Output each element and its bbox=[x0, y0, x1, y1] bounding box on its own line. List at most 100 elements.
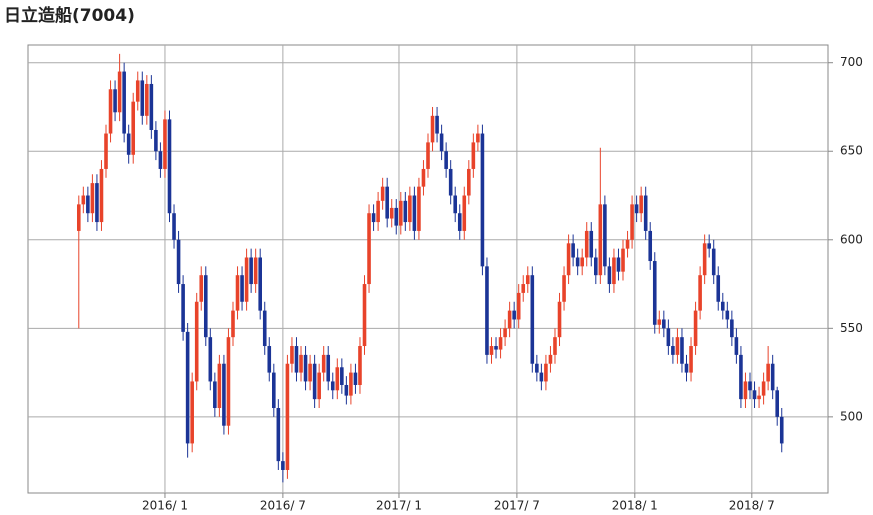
candle-body bbox=[711, 248, 716, 276]
candle-body bbox=[462, 195, 467, 231]
candle-body bbox=[76, 204, 81, 231]
candle-body bbox=[707, 243, 711, 249]
candle-body bbox=[698, 275, 702, 311]
candle-body bbox=[321, 354, 326, 373]
candle-body bbox=[426, 142, 430, 169]
candle-body bbox=[208, 337, 213, 382]
candle-body bbox=[566, 243, 571, 276]
candle-body bbox=[389, 207, 394, 219]
candle-body bbox=[521, 284, 526, 293]
candle-body bbox=[530, 275, 535, 364]
candle-body bbox=[199, 275, 204, 302]
y-tick-label: 650 bbox=[840, 144, 863, 158]
candle-body bbox=[145, 83, 149, 116]
candle-body bbox=[213, 381, 217, 409]
candle-body bbox=[453, 195, 458, 214]
candle-body bbox=[317, 372, 321, 400]
candle-body bbox=[294, 346, 299, 373]
candle-body bbox=[779, 416, 784, 444]
candle-body bbox=[535, 363, 539, 373]
candle-body bbox=[580, 257, 584, 267]
candle-body bbox=[553, 337, 557, 355]
candle-body bbox=[353, 372, 358, 385]
candle-body bbox=[385, 186, 389, 219]
candle-body bbox=[308, 363, 312, 382]
candle-body bbox=[344, 384, 349, 396]
candle-body bbox=[249, 257, 253, 285]
candle-body bbox=[571, 243, 575, 258]
candle-body bbox=[371, 213, 376, 223]
candle-body bbox=[163, 119, 167, 169]
candle-body bbox=[562, 275, 566, 302]
candle-body bbox=[267, 346, 272, 373]
candle-body bbox=[154, 129, 158, 152]
candle-body bbox=[376, 200, 380, 223]
candle-body bbox=[113, 89, 117, 113]
candle-body bbox=[448, 168, 453, 196]
candle-body bbox=[335, 367, 340, 391]
candle-body bbox=[194, 301, 199, 382]
candle-body bbox=[398, 200, 403, 226]
candle-body bbox=[253, 257, 258, 285]
candle-body bbox=[716, 275, 721, 302]
candle-body bbox=[95, 183, 99, 223]
candle-body bbox=[730, 319, 734, 338]
candle-body bbox=[417, 186, 421, 231]
candle-body bbox=[512, 310, 516, 320]
y-tick-label: 550 bbox=[840, 321, 863, 335]
candle-body bbox=[625, 239, 630, 249]
candle-body bbox=[235, 275, 240, 311]
x-tick-label: 2018/ 1 bbox=[612, 499, 658, 513]
candle-body bbox=[330, 381, 335, 391]
candle-body bbox=[167, 119, 172, 214]
candle-body bbox=[312, 363, 317, 400]
candle-body bbox=[525, 275, 530, 285]
candle-body bbox=[662, 319, 666, 329]
candle-body bbox=[290, 346, 294, 364]
candle-body bbox=[86, 195, 90, 214]
y-tick-label: 500 bbox=[840, 409, 863, 423]
candle-body bbox=[480, 133, 485, 267]
candle-body bbox=[181, 284, 185, 332]
candle-body bbox=[117, 71, 122, 113]
y-tick-label: 600 bbox=[840, 232, 863, 246]
candle-body bbox=[226, 337, 231, 426]
candle-body bbox=[634, 204, 639, 214]
candle-body bbox=[281, 461, 285, 470]
candle-body bbox=[240, 275, 244, 302]
candle-body bbox=[131, 101, 136, 155]
candle-body bbox=[775, 390, 780, 417]
candle-body bbox=[630, 204, 634, 240]
candle-body bbox=[702, 243, 707, 276]
candle-body bbox=[421, 168, 426, 187]
candle-body bbox=[752, 390, 757, 400]
candle-body bbox=[158, 151, 163, 169]
candle-body bbox=[140, 80, 145, 116]
candle-body bbox=[358, 346, 362, 385]
candle-body bbox=[616, 257, 621, 272]
candle-body bbox=[720, 301, 725, 311]
chart-title: 日立造船(7004) bbox=[4, 5, 135, 26]
candle-body bbox=[671, 346, 675, 355]
candle-body bbox=[172, 213, 176, 240]
candle-body bbox=[104, 133, 108, 169]
candle-body bbox=[81, 195, 86, 205]
candle-body bbox=[349, 372, 353, 396]
candle-body bbox=[276, 408, 281, 462]
candle-body bbox=[326, 354, 331, 382]
candle-body bbox=[394, 207, 399, 226]
candle-body bbox=[594, 257, 598, 276]
candle-body bbox=[766, 363, 770, 382]
candle-body bbox=[770, 363, 775, 391]
candle-body bbox=[367, 213, 371, 285]
candle-body bbox=[743, 381, 748, 400]
x-tick-label: 2018/ 7 bbox=[729, 499, 775, 513]
candle-body bbox=[435, 115, 439, 134]
candle-body bbox=[761, 381, 766, 396]
candle-body bbox=[612, 257, 616, 285]
candle-body bbox=[575, 257, 580, 267]
candle-body bbox=[303, 354, 308, 382]
candle-body bbox=[457, 213, 462, 231]
candle-body bbox=[231, 310, 235, 338]
